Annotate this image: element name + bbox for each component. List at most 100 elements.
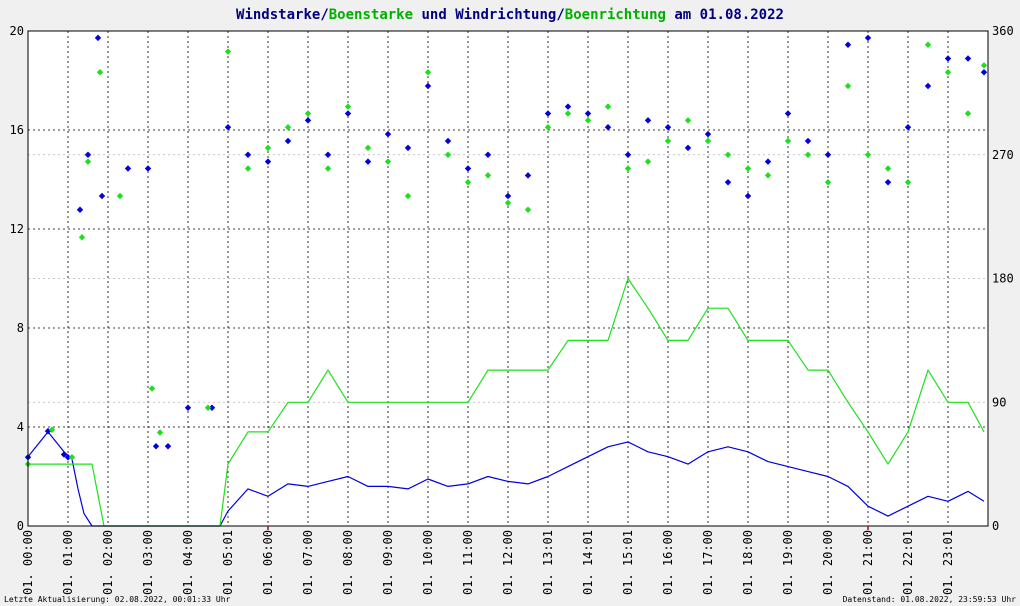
point-windrichtung <box>864 34 872 42</box>
point-boenrichtung <box>784 137 792 145</box>
point-boenrichtung <box>564 110 572 117</box>
y-left-tick-label: 0 <box>17 519 24 533</box>
point-boenrichtung <box>364 144 372 152</box>
point-windrichtung <box>152 443 160 450</box>
point-boenrichtung <box>624 165 632 172</box>
hour-markers <box>267 526 869 530</box>
point-windrichtung <box>264 158 272 165</box>
point-boenrichtung <box>764 172 772 179</box>
point-boenrichtung <box>804 151 812 158</box>
x-tick-label: 01. 01:00 <box>61 530 75 595</box>
title-windstarke: Windstarke <box>236 7 320 23</box>
point-windrichtung <box>624 151 632 158</box>
footer-data-state: Datenstand: 01.08.2022, 23:59:53 Uhr <box>843 595 1017 604</box>
point-boenrichtung <box>604 103 612 110</box>
point-boenrichtung <box>244 165 252 172</box>
point-windrichtung <box>424 82 432 90</box>
point-windrichtung <box>644 117 652 124</box>
point-boenrichtung <box>148 385 156 392</box>
point-windrichtung <box>604 124 612 131</box>
point-boenrichtung <box>404 192 412 200</box>
point-boenrichtung <box>284 124 292 131</box>
x-tick-label: 01. 16:00 <box>661 530 675 595</box>
point-windrichtung <box>64 454 72 461</box>
x-tick-label: 01. 03:00 <box>141 530 155 595</box>
point-boenrichtung <box>116 192 124 200</box>
y-right-tick-label: 90 <box>992 395 1006 409</box>
point-windrichtung <box>724 179 732 186</box>
x-tick-label: 01. 22:01 <box>901 530 915 595</box>
point-windrichtung <box>784 110 792 117</box>
x-axis: 01. 00:00 01. 01:00 01. 02:00 01. 03:00 01. … <box>21 530 955 595</box>
y-left-tick-label: 4 <box>17 420 24 434</box>
point-boenrichtung <box>204 404 212 411</box>
x-tick-label: 01. 17:00 <box>701 530 715 595</box>
point-boenrichtung <box>224 48 232 55</box>
point-windrichtung <box>84 151 92 158</box>
point-boenrichtung <box>304 110 312 117</box>
x-tick-label: 01. 07:00 <box>301 530 315 595</box>
point-boenrichtung <box>324 165 332 172</box>
x-tick-label: 01. 02:00 <box>101 530 115 595</box>
x-tick-label: 01. 00:00 <box>21 530 35 595</box>
point-windrichtung <box>844 41 852 48</box>
point-windrichtung <box>944 55 952 62</box>
point-windrichtung <box>98 192 106 200</box>
point-boenrichtung <box>504 199 512 207</box>
series-points <box>24 34 988 468</box>
chart-title: Windstarke/Boenstarke und Windrichtung/B… <box>236 7 784 23</box>
point-boenrichtung <box>484 172 492 179</box>
point-boenrichtung <box>264 144 272 152</box>
point-boenrichtung <box>464 179 472 186</box>
point-windrichtung <box>244 151 252 158</box>
point-windrichtung <box>804 137 812 145</box>
point-windrichtung <box>684 144 692 152</box>
point-boenrichtung <box>684 117 692 124</box>
point-boenrichtung <box>424 69 432 76</box>
plot-frame <box>27 30 989 527</box>
point-boenrichtung <box>724 151 732 158</box>
point-windrichtung <box>324 151 332 158</box>
point-boenrichtung <box>524 206 532 213</box>
point-windrichtung <box>364 158 372 165</box>
point-windrichtung <box>76 206 84 213</box>
y-right-tick-label: 360 <box>992 24 1014 38</box>
x-tick-label: 01. 21:00 <box>861 530 875 595</box>
point-boenrichtung <box>844 82 852 90</box>
point-boenrichtung <box>584 117 592 124</box>
point-windrichtung <box>224 124 232 131</box>
point-windrichtung <box>824 151 832 158</box>
point-windrichtung <box>124 165 132 172</box>
point-boenrichtung <box>944 69 952 76</box>
title-windrichtung: Windrichtung <box>455 7 556 23</box>
point-windrichtung <box>94 34 102 42</box>
point-boenrichtung <box>544 124 552 131</box>
point-boenrichtung <box>84 158 92 165</box>
x-tick-label: 01. 12:00 <box>501 530 515 595</box>
title-sep-1: / <box>320 7 328 23</box>
y-left-tick-label: 20 <box>10 24 24 38</box>
point-boenrichtung <box>904 179 912 186</box>
point-windrichtung <box>964 55 972 62</box>
point-boenrichtung <box>824 179 832 186</box>
point-boenrichtung <box>384 158 392 165</box>
point-windrichtung <box>60 451 68 458</box>
point-windrichtung <box>184 404 192 411</box>
x-tick-label: 01. 13:01 <box>541 530 555 595</box>
point-windrichtung <box>584 110 592 117</box>
x-tick-label: 01. 14:01 <box>581 530 595 595</box>
point-boenrichtung <box>68 454 76 461</box>
x-tick-label: 01. 18:00 <box>741 530 755 595</box>
point-boenrichtung <box>78 234 86 241</box>
point-windrichtung <box>544 110 552 117</box>
y-left-tick-label: 16 <box>10 123 24 137</box>
footer-last-update: Letzte Aktualisierung: 02.08.2022, 00:01… <box>4 595 231 604</box>
point-windrichtung <box>344 110 352 117</box>
point-windrichtung <box>404 144 412 152</box>
y-left-tick-label: 12 <box>10 222 24 236</box>
point-windrichtung <box>164 443 172 450</box>
point-boenrichtung <box>156 429 164 436</box>
y-left-tick-label: 8 <box>17 321 24 335</box>
x-tick-label: 01. 23:01 <box>941 530 955 595</box>
point-windrichtung <box>504 192 512 200</box>
